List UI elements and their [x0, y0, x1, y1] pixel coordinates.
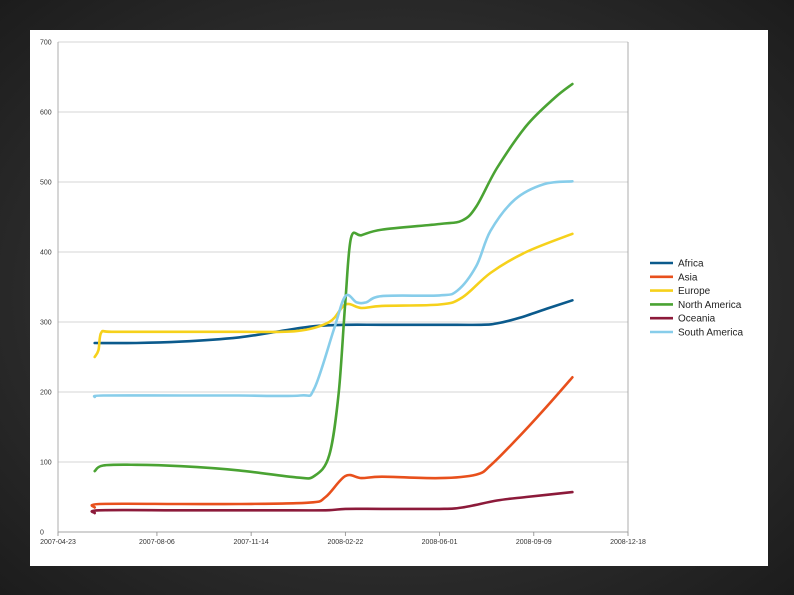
y-tick-label: 100 — [40, 460, 52, 467]
series-line-asia — [90, 376, 574, 509]
slide-canvas: 0 100 200 300 400 500 600 700 2007-04-23 2007-08-… — [30, 30, 768, 566]
series-line-south-america — [92, 180, 574, 399]
y-tick-label: 700 — [40, 40, 52, 47]
x-tick-label: 2007-11-14 — [233, 539, 268, 546]
y-tick-label: 300 — [40, 320, 52, 327]
series-line-africa — [93, 299, 574, 345]
legend-label-oceania: Oceania — [678, 314, 716, 325]
line-chart: 0 100 200 300 400 500 600 700 2007-04-23 2007-08-… — [40, 40, 743, 547]
x-tick-label: 2007-08-06 — [139, 539, 175, 546]
y-tick-label: 200 — [40, 390, 52, 397]
x-tick-label: 2007-04-23 — [40, 539, 76, 546]
series-line-north-america — [93, 82, 574, 480]
y-tick-label: 500 — [40, 180, 52, 187]
legend-label-africa: Africa — [678, 259, 704, 270]
y-tick-label: 400 — [40, 250, 52, 257]
y-tick-label: 0 — [40, 530, 44, 537]
series-line-oceania — [90, 490, 574, 515]
x-tick-label: 2008-12-18 — [610, 539, 646, 546]
x-tick-label: 2008-06-01 — [422, 539, 458, 546]
legend-label-asia: Asia — [678, 272, 698, 283]
x-tick-label: 2008-02-22 — [327, 539, 363, 546]
x-tick-label: 2008-09-09 — [516, 539, 552, 546]
legend-label-south-america: South America — [678, 328, 743, 339]
y-tick-label: 600 — [40, 110, 52, 117]
legend-label-europe: Europe — [678, 286, 711, 297]
legend-label-north-america: North America — [678, 300, 742, 311]
